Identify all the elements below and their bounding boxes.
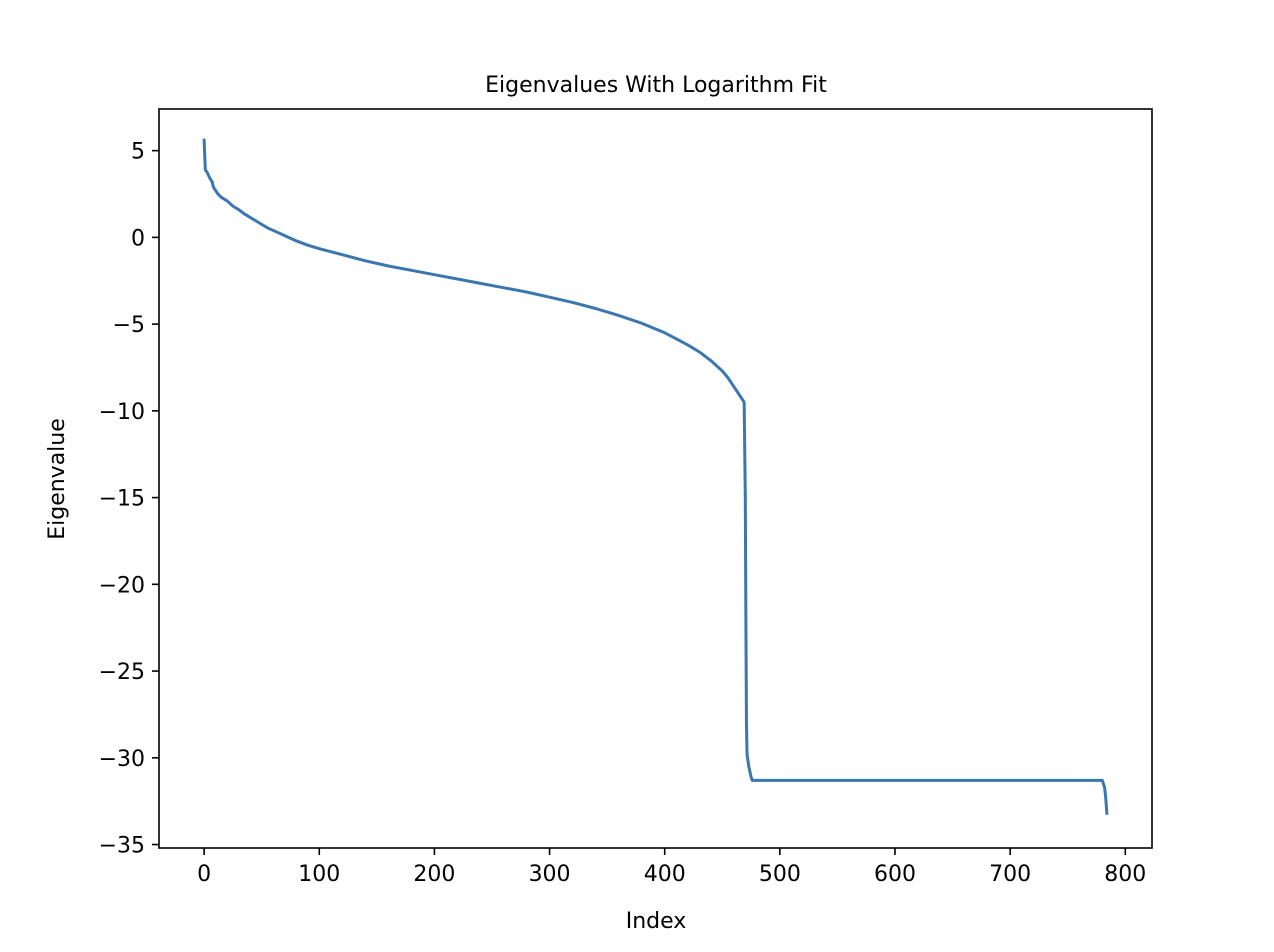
plot-background xyxy=(159,109,1152,848)
x-axis-ticks: 0 100 200 300 400 500 600 700 800 xyxy=(197,848,1146,887)
x-tick-label: 400 xyxy=(644,862,686,887)
x-tick-label: 0 xyxy=(197,862,211,887)
y-tick-label: −10 xyxy=(99,400,145,425)
x-tick-label: 700 xyxy=(989,862,1031,887)
y-axis-ticks: 5 0 −5 −10 −15 −20 −25 −30 −35 xyxy=(99,140,159,859)
y-tick-label: −30 xyxy=(99,747,145,772)
y-tick-label: 5 xyxy=(131,140,145,165)
y-tick-label: −5 xyxy=(113,313,145,338)
x-tick-label: 800 xyxy=(1104,862,1146,887)
y-tick-label: −20 xyxy=(99,573,145,598)
y-tick-label: −15 xyxy=(99,487,145,512)
x-tick-label: 300 xyxy=(529,862,571,887)
series-layer xyxy=(202,138,1109,815)
plot-area xyxy=(158,108,1153,849)
y-tick-label: 0 xyxy=(131,226,145,251)
x-tick-label: 200 xyxy=(413,862,455,887)
x-tick-label: 500 xyxy=(759,862,801,887)
chart-title: Eigenvalues With Logarithm Fit xyxy=(485,73,827,98)
plot-frame xyxy=(158,108,1153,849)
x-axis-label: Index xyxy=(626,909,687,934)
x-tick-label: 600 xyxy=(874,862,916,887)
y-tick-label: −35 xyxy=(99,834,145,859)
x-tick-label: 100 xyxy=(298,862,340,887)
y-axis-label: Eigenvalue xyxy=(45,418,70,540)
series-line xyxy=(202,138,1109,815)
y-tick-label: −25 xyxy=(99,660,145,685)
